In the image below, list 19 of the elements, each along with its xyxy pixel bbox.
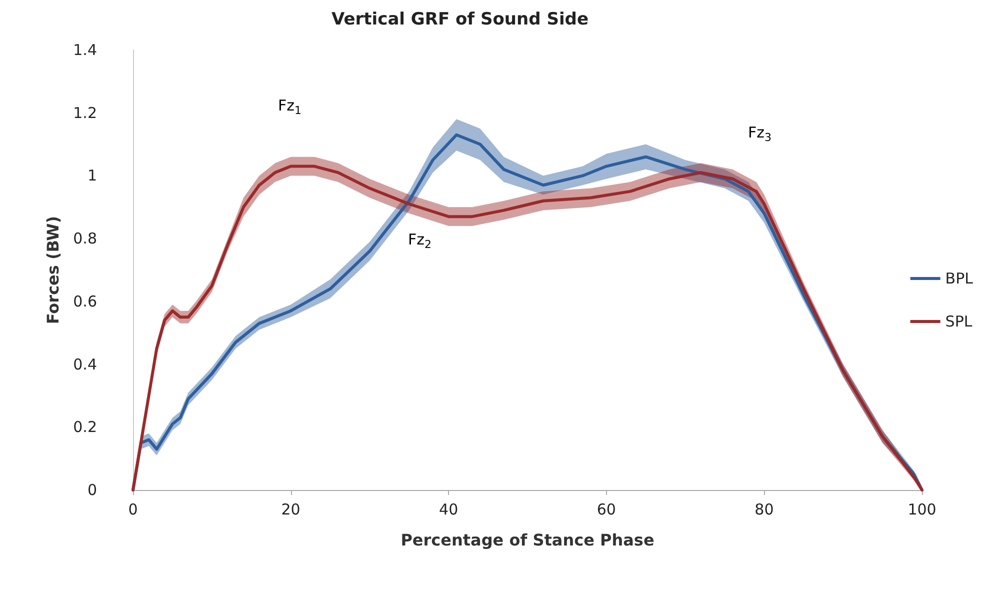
y-tick-label: 1 xyxy=(87,166,97,185)
legend-label: SPL xyxy=(945,312,973,330)
x-axis-title: Percentage of Stance Phase xyxy=(400,530,654,550)
y-tick-label: 1.4 xyxy=(73,41,97,59)
chart-title: Vertical GRF of Sound Side xyxy=(332,10,588,30)
legend-label: BPL xyxy=(945,270,974,288)
x-tick-label: 80 xyxy=(754,500,774,518)
x-tick-label: 20 xyxy=(281,500,300,518)
y-tick-label: 1.2 xyxy=(73,104,97,122)
y-tick-label: 0 xyxy=(87,481,97,499)
x-tick-label: 60 xyxy=(596,500,616,518)
y-tick-label: 0.8 xyxy=(73,230,97,248)
x-tick-label: 40 xyxy=(439,500,458,518)
x-tick-label: 0 xyxy=(128,500,138,518)
y-tick-label: 0.4 xyxy=(73,355,97,374)
y-tick-label: 0.2 xyxy=(73,418,97,436)
y-tick-label: 0.6 xyxy=(73,292,97,310)
y-axis-title: Forces (BW) xyxy=(44,216,62,324)
x-tick-label: 100 xyxy=(908,500,936,518)
